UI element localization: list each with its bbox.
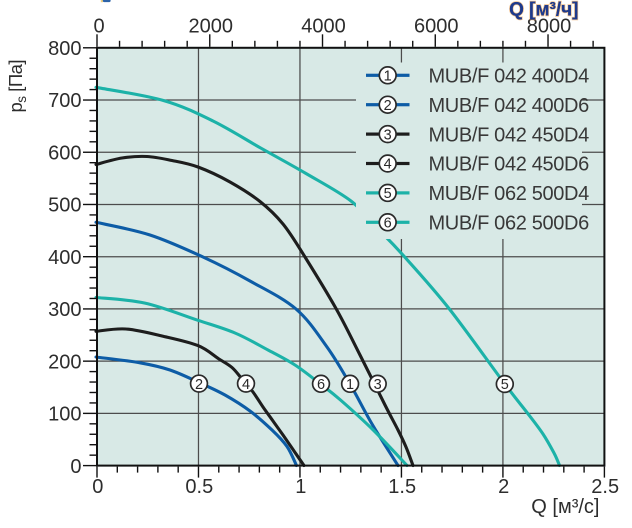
svg-text:MUB/F 042 400D6: MUB/F 042 400D6	[429, 95, 590, 117]
svg-text:1: 1	[384, 69, 392, 85]
svg-text:MUB/F 062 500D6: MUB/F 062 500D6	[429, 213, 590, 235]
svg-text:0: 0	[92, 476, 103, 498]
svg-text:8000: 8000	[527, 16, 572, 38]
svg-text:0: 0	[70, 456, 81, 478]
svg-text:2000: 2000	[189, 16, 234, 38]
svg-text:Q [м³/c]: Q [м³/c]	[531, 496, 599, 518]
svg-text:3: 3	[384, 127, 392, 143]
svg-text:6000: 6000	[414, 16, 459, 38]
svg-text:MUB/F 042 400D4: MUB/F 042 400D4	[429, 66, 590, 88]
svg-text:Q [м³/ч]: Q [м³/ч]	[509, 0, 578, 20]
svg-text:0: 0	[93, 16, 104, 38]
svg-text:2.5: 2.5	[591, 476, 619, 498]
svg-text:4: 4	[384, 157, 392, 173]
svg-text:3: 3	[374, 377, 382, 393]
svg-text:1: 1	[295, 476, 306, 498]
svg-text:MUB/F 042 450D6: MUB/F 042 450D6	[429, 154, 590, 176]
svg-text:Q [м³/ч]: Q [м³/ч]	[509, 0, 578, 20]
svg-text:ps [Па]: ps [Па]	[5, 60, 29, 113]
svg-text:800: 800	[48, 38, 81, 60]
svg-text:700: 700	[48, 90, 81, 112]
svg-text:0.5: 0.5	[185, 476, 213, 498]
svg-text:200: 200	[48, 351, 81, 373]
svg-text:600: 600	[48, 142, 81, 164]
svg-text:100: 100	[48, 404, 81, 426]
svg-text:500: 500	[48, 195, 81, 217]
svg-text:2: 2	[384, 98, 392, 114]
svg-text:4000: 4000	[301, 16, 346, 38]
svg-text:2: 2	[498, 476, 509, 498]
svg-text:1.5: 1.5	[388, 476, 416, 498]
svg-text:6: 6	[384, 216, 392, 232]
svg-text:300: 300	[48, 299, 81, 321]
svg-text:6: 6	[317, 377, 325, 393]
svg-text:MUB/F 062 500D4: MUB/F 062 500D4	[429, 183, 590, 205]
svg-text:1: 1	[346, 377, 354, 393]
svg-text:5: 5	[501, 377, 509, 393]
svg-text:4: 4	[242, 377, 250, 393]
svg-text:MUB/F 042 450D4: MUB/F 042 450D4	[429, 124, 590, 146]
svg-text:5: 5	[384, 186, 392, 202]
svg-text:2: 2	[195, 377, 203, 393]
svg-text:400: 400	[48, 247, 81, 269]
